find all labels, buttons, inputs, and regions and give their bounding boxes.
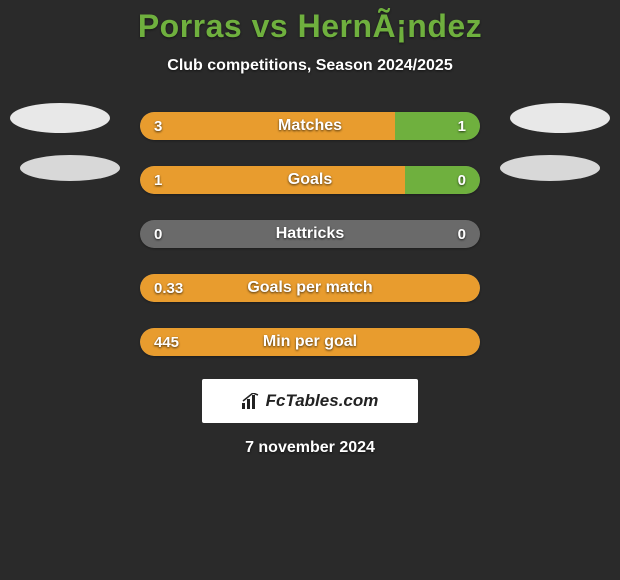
player1-marker [10,103,110,133]
stat-row-hattricks: 0 Hattricks 0 [0,211,620,257]
bar-player2 [405,166,480,194]
stat-row-matches: 3 Matches 1 [0,103,620,149]
player2-marker [500,155,600,181]
stat-label: Hattricks [140,220,480,248]
bar-player1 [140,112,395,140]
comparison-chart: 3 Matches 1 1 Goals 0 0 Hattricks 0 [0,103,620,365]
stat-row-gpm: 0.33 Goals per match [0,265,620,311]
bar-track: 0.33 Goals per match [140,274,480,302]
value-player1: 0 [154,220,162,248]
watermark-badge: FcTables.com [202,379,418,423]
bar-track: 1 Goals 0 [140,166,480,194]
watermark-text: FcTables.com [242,391,379,411]
chart-icon [242,393,260,409]
bar-player1 [140,274,480,302]
bar-player1 [140,166,405,194]
value-player2: 0 [458,220,466,248]
infographic-container: Porras vs HernÃ¡ndez Club competitions, … [0,0,620,457]
bar-track: 445 Min per goal [140,328,480,356]
value-player1: 445 [154,328,179,356]
watermark-label: FcTables.com [266,391,379,411]
bar-track: 3 Matches 1 [140,112,480,140]
page-title: Porras vs HernÃ¡ndez [0,8,620,45]
date-label: 7 november 2024 [0,439,620,457]
subtitle: Club competitions, Season 2024/2025 [0,57,620,75]
bar-player1 [140,328,480,356]
value-player1: 3 [154,112,162,140]
player2-marker [510,103,610,133]
player1-marker [20,155,120,181]
value-player1: 0.33 [154,274,183,302]
stat-row-goals: 1 Goals 0 [0,157,620,203]
value-player2: 1 [458,112,466,140]
bar-player2 [395,112,480,140]
stat-row-mpg: 445 Min per goal [0,319,620,365]
value-player1: 1 [154,166,162,194]
value-player2: 0 [458,166,466,194]
bar-track: 0 Hattricks 0 [140,220,480,248]
